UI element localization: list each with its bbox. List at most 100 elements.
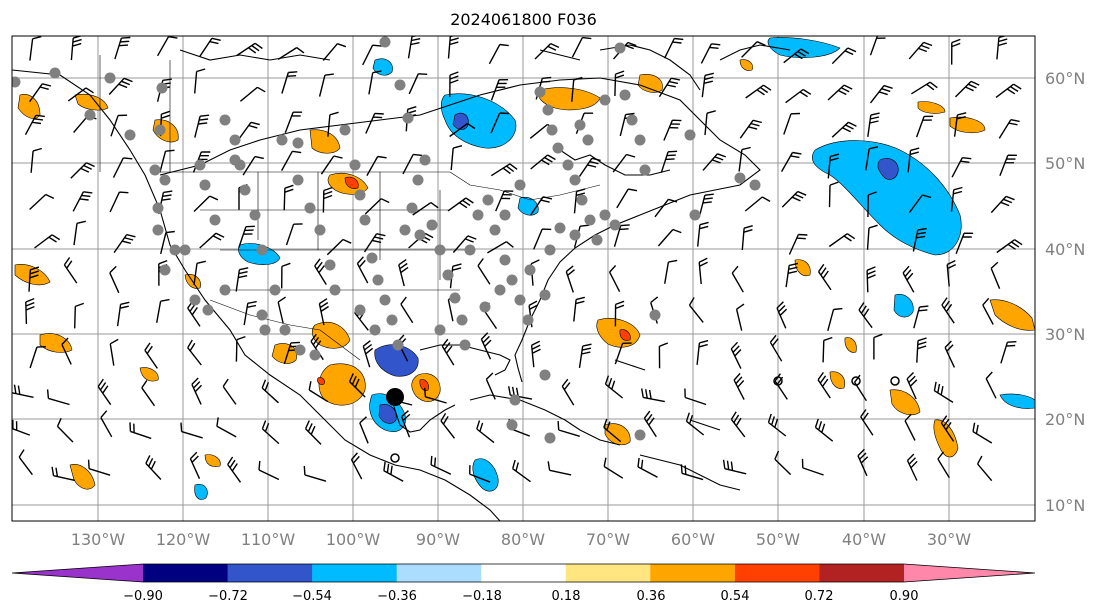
colorbar-segment [312, 564, 398, 582]
low-marker [851, 376, 861, 386]
wind-barb [604, 375, 624, 399]
wind-barb [366, 155, 387, 176]
station-dot [412, 174, 424, 186]
wind-barb [614, 70, 625, 97]
station-dot [369, 324, 381, 336]
station-dot [249, 209, 261, 221]
wind-barb [199, 37, 221, 57]
station-dot [419, 154, 431, 166]
colorbar-tick-label: −0.54 [292, 589, 332, 604]
wind-barb [685, 412, 705, 436]
colorbar-tick-label: −0.72 [208, 589, 248, 604]
wind-barb [827, 153, 840, 179]
station-dot [514, 179, 526, 191]
wind-barb [641, 388, 665, 403]
lat-label: 40°N [1045, 240, 1085, 259]
wind-barb [261, 420, 280, 445]
station-dot [329, 284, 341, 296]
wind-barb [990, 261, 1001, 289]
wind-barb [476, 420, 495, 444]
wind-barb [216, 417, 237, 438]
colorbar-tick-label: 0.18 [552, 589, 581, 604]
wind-barb [774, 450, 792, 476]
wind-barb [643, 410, 657, 438]
wind-barb [70, 162, 95, 179]
colorbar-segment [396, 564, 482, 582]
wind-barb [450, 145, 463, 171]
wind-barb [108, 77, 133, 95]
wind-barb [318, 73, 334, 97]
graticule [12, 36, 1035, 521]
station-dot [544, 432, 556, 444]
wind-barb [739, 119, 762, 139]
wind-barb [51, 466, 76, 482]
station-dot [434, 244, 446, 256]
wind-barb [776, 301, 788, 329]
wind-barb [912, 227, 927, 252]
wind-barb [12, 384, 34, 398]
wind-barb [730, 341, 742, 369]
wind-barb [915, 115, 934, 138]
wind-barb [946, 259, 957, 287]
colorbar-segment [734, 564, 820, 582]
wind-barb [159, 149, 175, 173]
station-dot [539, 369, 551, 381]
wind-barb [73, 220, 86, 246]
wind-barb [982, 297, 994, 325]
wind-barb [180, 422, 203, 439]
wind-barb [684, 388, 707, 406]
station-dot [292, 174, 304, 186]
wind-barb [951, 157, 972, 178]
station-dot [149, 164, 161, 176]
wind-barb [362, 340, 374, 368]
wind-barb [858, 302, 873, 329]
wind-barb [109, 191, 129, 213]
wind-barb [865, 146, 879, 171]
wind-barb [469, 465, 491, 483]
station-dot [499, 209, 511, 221]
wind-barb [284, 111, 303, 134]
wind-barb [660, 150, 678, 173]
station-dot [354, 189, 366, 201]
station-dot [552, 142, 564, 154]
station-dot [159, 174, 171, 186]
wind-barb [308, 381, 329, 403]
station-dot [124, 129, 136, 141]
wind-barb [187, 300, 201, 327]
station-dot [554, 222, 566, 234]
wind-barb [237, 121, 260, 141]
wind-barb [985, 371, 997, 399]
wind-barb [477, 258, 491, 285]
storm-center-marker [386, 388, 404, 406]
station-dot [304, 202, 316, 214]
wind-barb [869, 84, 893, 104]
wind-barb [87, 459, 111, 476]
wind-barb [129, 422, 152, 440]
station-dot [569, 174, 581, 186]
wind-barb [530, 154, 556, 170]
station-dot [156, 82, 168, 94]
wind-barb [116, 301, 130, 327]
wind-barb [383, 461, 404, 482]
station-dot [499, 254, 511, 266]
lon-label: 100°W [326, 530, 381, 549]
wind-barb [913, 305, 929, 329]
wind-barb [788, 233, 808, 255]
wind-barb [731, 265, 744, 293]
wind-barb [951, 38, 961, 65]
wind-barb [976, 455, 993, 482]
station-dot [459, 339, 471, 351]
wind-barb [828, 181, 839, 208]
station-dot [219, 114, 231, 126]
station-dot [489, 224, 501, 236]
station-dot [199, 179, 211, 191]
station-dot [546, 124, 558, 136]
wind-barb [873, 333, 883, 360]
wind-barb [449, 71, 459, 98]
station-dot [734, 172, 746, 184]
wind-barb [953, 112, 967, 137]
wind-barb [277, 47, 305, 60]
station-dot [464, 244, 476, 256]
wind-barb [818, 263, 832, 291]
wind-barb [318, 298, 329, 326]
